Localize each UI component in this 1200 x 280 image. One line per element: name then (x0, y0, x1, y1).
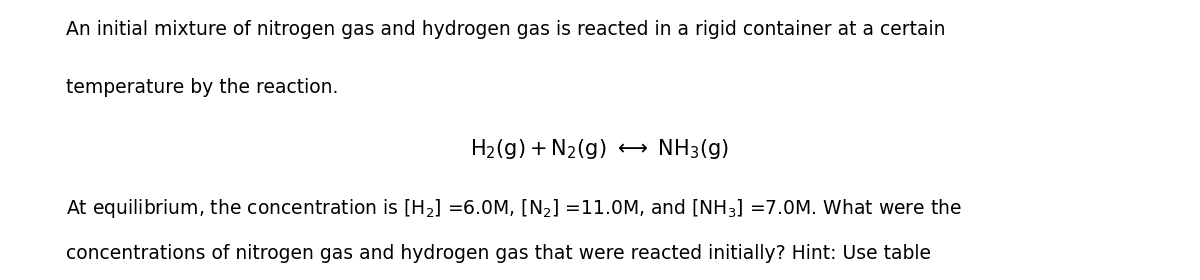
Text: temperature by the reaction.: temperature by the reaction. (66, 78, 338, 97)
Text: At equilibrium, the concentration is $\mathsf{[H_2]}$ =6.0M, $\mathsf{[N_2]}$ =1: At equilibrium, the concentration is $\m… (66, 197, 962, 220)
Text: An initial mixture of nitrogen gas and hydrogen gas is reacted in a rigid contai: An initial mixture of nitrogen gas and h… (66, 20, 946, 39)
Text: $\mathsf{H_2(g) + N_2(g)\ \longleftrightarrow\ NH_3(g)}$: $\mathsf{H_2(g) + N_2(g)\ \longleftright… (470, 137, 730, 161)
Text: concentrations of nitrogen gas and hydrogen gas that were reacted initially? Hin: concentrations of nitrogen gas and hydro… (66, 244, 931, 263)
